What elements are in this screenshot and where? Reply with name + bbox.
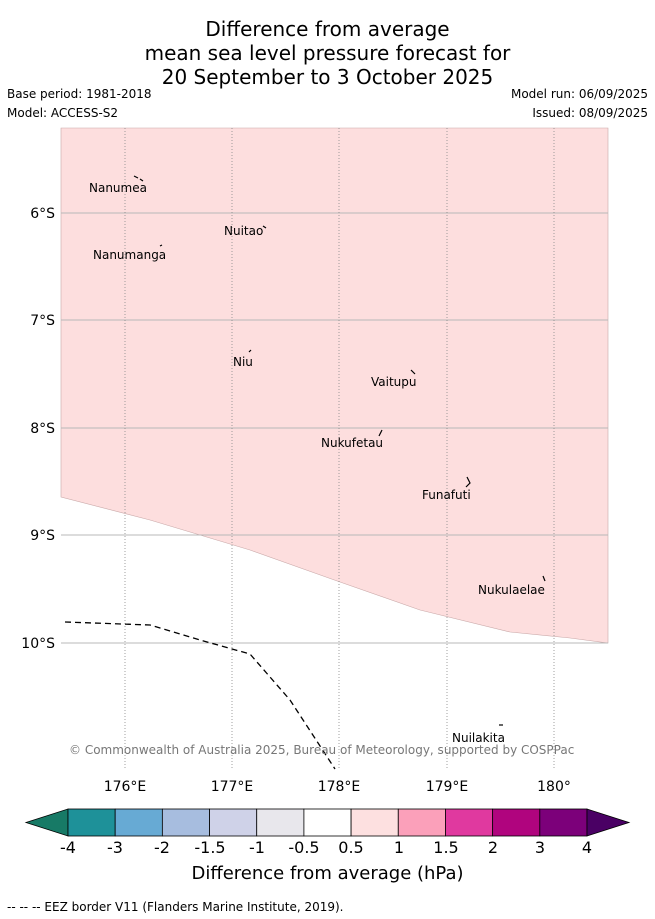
island-nukulaelae — [542, 575, 546, 582]
title-line-2: mean sea level pressure forecast for — [144, 41, 511, 65]
colorbar-segment — [209, 808, 258, 837]
colorbar-tick-label: -4 — [60, 838, 76, 857]
colorbar-tick-label: 1 — [393, 838, 405, 857]
colorbar-segment — [303, 808, 352, 837]
island-nanumanga — [159, 244, 163, 247]
colorbar-tick-label: -1.5 — [194, 838, 226, 857]
colorbar-tick-label: 4 — [581, 838, 593, 857]
colorbar-tick-label: 2 — [487, 838, 499, 857]
islands — [133, 175, 546, 726]
colorbar-high-extension — [586, 808, 631, 837]
place-label-nanumea: Nanumea — [89, 181, 147, 195]
island-funafuti — [465, 476, 471, 488]
map-title: Difference from average mean sea level p… — [0, 17, 655, 89]
lat-tick-label: 9°S — [30, 528, 55, 544]
place-label-funafuti: Funafuti — [422, 488, 471, 502]
lon-tick-label: 177°E — [211, 779, 254, 795]
place-label-nukulaelae: Nukulaelae — [478, 583, 545, 597]
lon-tick-label: 179°E — [426, 779, 469, 795]
lon-tick-label: 180° — [537, 779, 571, 795]
title-line-1: Difference from average — [205, 17, 450, 41]
colorbar-segment — [397, 808, 446, 837]
place-label-nuilakita: Nuilakita — [452, 731, 505, 745]
lat-tick-label: 8°S — [30, 421, 55, 437]
model-name: Model: ACCESS-S2 — [7, 106, 119, 120]
issued-date: Issued: 08/09/2025 — [532, 106, 648, 120]
model-run: Model run: 06/09/2025 — [510, 87, 648, 101]
colorbar-segment — [492, 808, 541, 837]
place-label-nanumanga: Nanumanga — [93, 248, 166, 262]
colorbar-tick-label: 1.5 — [433, 838, 459, 857]
title-line-3: 20 September to 3 October 2025 — [161, 65, 494, 89]
colorbar-tick-label: -0.5 — [288, 838, 320, 857]
colorbar-segment — [256, 808, 305, 837]
base-period: Base period: 1981-2018 — [7, 87, 152, 101]
copyright-notice: © Commonwealth of Australia 2025, Bureau… — [69, 743, 574, 757]
place-label-nukufetau: Nukufetau — [321, 436, 383, 450]
colorbar-low-extension — [24, 808, 69, 837]
eez-legend: -- -- -- EEZ border V11 (Flanders Marine… — [7, 900, 344, 914]
lat-tick-label: 10°S — [21, 636, 55, 652]
colorbar-tick-label: 3 — [534, 838, 546, 857]
colorbar-segment — [67, 808, 116, 837]
lon-gridlines — [124, 128, 555, 769]
colorbar — [24, 808, 631, 837]
positive-anomaly-region — [60, 127, 609, 644]
eez-border — [64, 621, 336, 770]
island-nuitao — [262, 225, 267, 229]
colorbar-segment — [161, 808, 210, 837]
island-niu — [248, 349, 252, 353]
colorbar-segment — [350, 808, 399, 837]
place-label-nuitao: Nuitao — [224, 224, 263, 238]
island-nukufetau — [378, 429, 383, 437]
colorbar-segment — [445, 808, 494, 837]
lat-tick-label: 6°S — [30, 206, 55, 222]
island-vaitupu — [410, 369, 416, 375]
colorbar-segment — [539, 808, 588, 837]
island-nanumea — [133, 175, 144, 182]
lat-tick-label: 7°S — [30, 313, 55, 329]
colorbar-tick-label: -3 — [107, 838, 123, 857]
lon-tick-label: 178°E — [318, 779, 361, 795]
place-label-niu: Niu — [233, 355, 253, 369]
colorbar-tick-label: -2 — [154, 838, 170, 857]
colorbar-segment — [114, 808, 163, 837]
colorbar-tick-label: -1 — [249, 838, 265, 857]
colorbar-title: Difference from average (hPa) — [191, 863, 464, 884]
lon-tick-label: 176°E — [104, 779, 147, 795]
lat-gridlines — [61, 212, 608, 644]
place-label-vaitupu: Vaitupu — [371, 375, 417, 389]
colorbar-tick-label: 0.5 — [338, 838, 364, 857]
